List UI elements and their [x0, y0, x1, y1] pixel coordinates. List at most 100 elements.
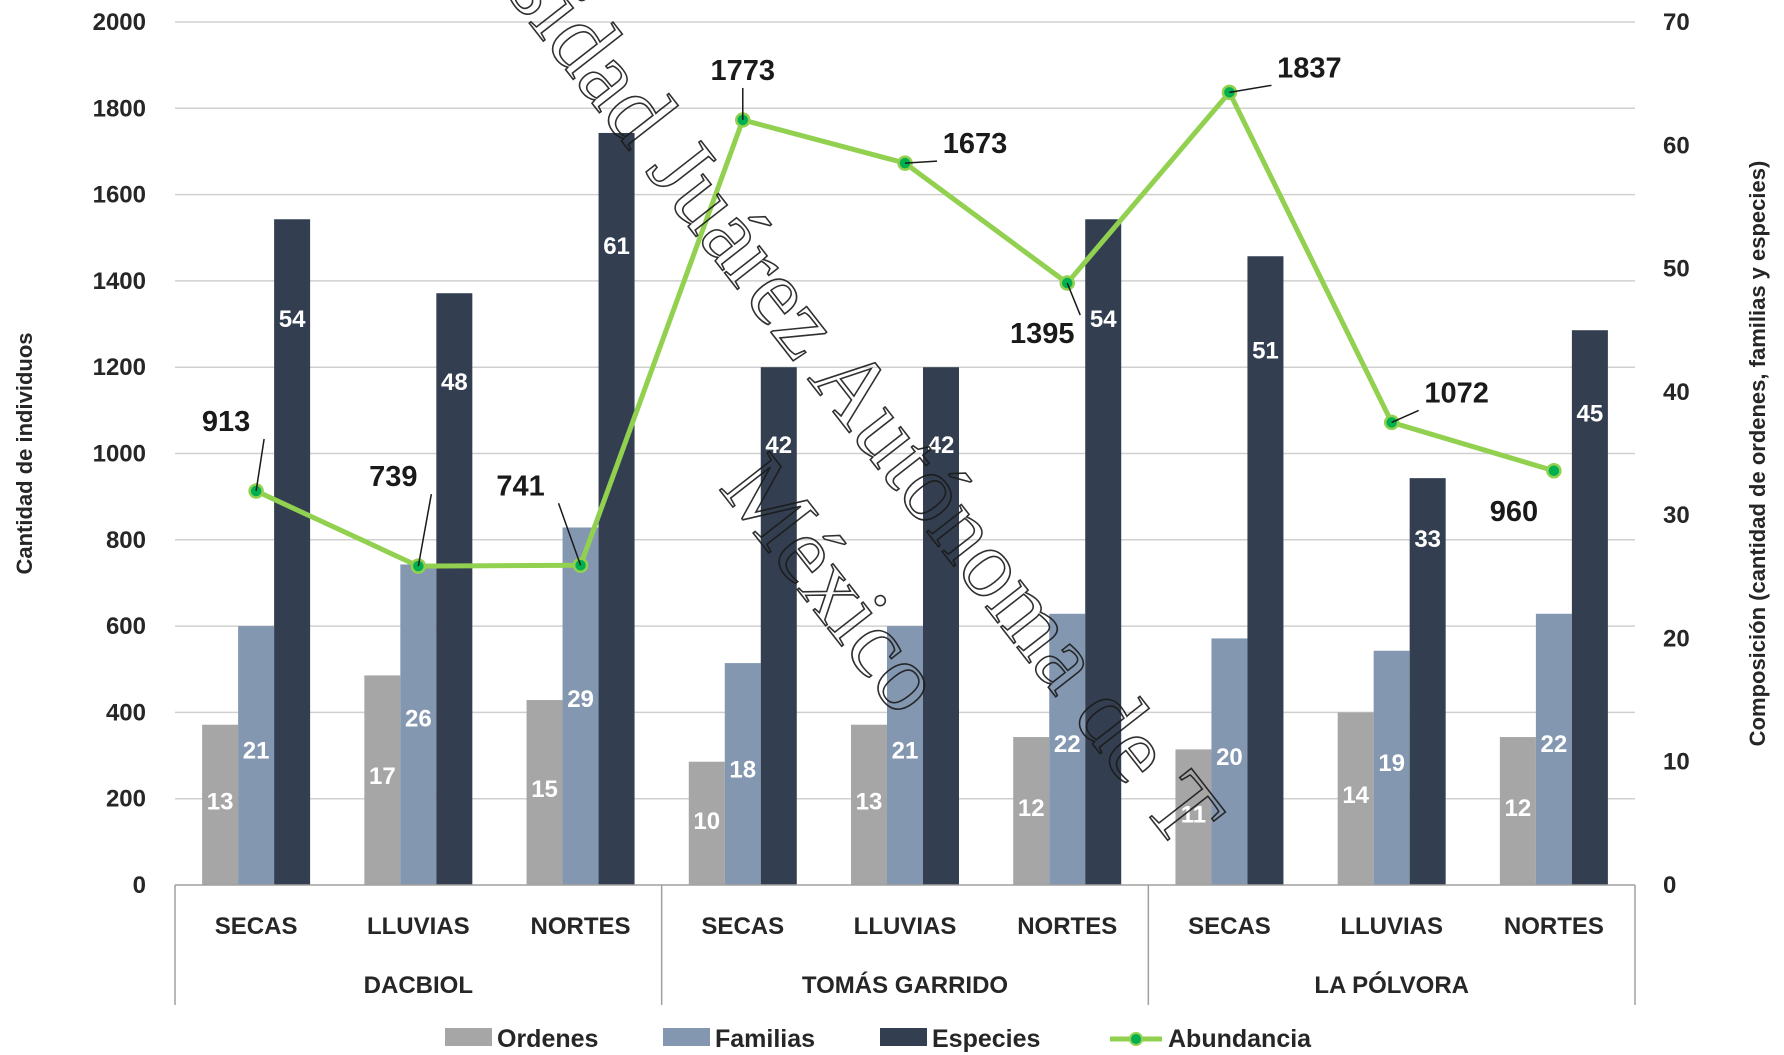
abundancia-leader — [1066, 282, 1081, 316]
y-axis-title: Cantidad de individuos — [12, 332, 37, 574]
bar-especies — [598, 132, 635, 885]
bar-label-ordenes: 15 — [531, 776, 558, 803]
bar-label-ordenes: 13 — [856, 789, 883, 816]
y-tick-label: 800 — [106, 527, 146, 554]
x-tick-label: NORTES — [531, 913, 631, 940]
legend-swatch-especies — [880, 1028, 927, 1046]
y2-tick-label: 40 — [1663, 379, 1690, 406]
bar-especies — [760, 367, 797, 885]
y2-axis-title: Composición (cantidad de ordenes, famili… — [1745, 161, 1770, 747]
y-tick-label: 0 — [133, 872, 146, 899]
bar-familias — [1049, 613, 1086, 885]
y-tick-label: 1800 — [93, 95, 146, 122]
y2-tick-label: 50 — [1663, 256, 1690, 283]
bar-label-familias: 22 — [1054, 731, 1081, 758]
bar-label-familias: 21 — [892, 737, 919, 764]
x-tick-label: LLUVIAS — [854, 913, 957, 940]
abundancia-label: 1673 — [943, 128, 1008, 160]
y2-tick-label: 70 — [1663, 9, 1690, 36]
abundancia-point — [1546, 463, 1562, 479]
bar-especies — [1571, 330, 1608, 885]
bar-familias — [887, 626, 923, 885]
x-tick-label: SECAS — [1188, 913, 1271, 940]
legend-marker-abundancia — [1129, 1032, 1143, 1046]
bar-label-especies: 61 — [603, 233, 630, 260]
bar-ordenes — [1175, 749, 1212, 885]
bar-label-ordenes: 12 — [1505, 795, 1532, 822]
bar-especies — [1085, 219, 1122, 885]
bars — [202, 132, 1608, 885]
y-tick-label: 1000 — [93, 441, 146, 468]
y-tick-label: 1200 — [93, 354, 146, 381]
bar-label-ordenes: 11 — [1181, 801, 1206, 828]
legend-label-familias: Familias — [715, 1025, 815, 1053]
y2-tick-label: 0 — [1663, 872, 1676, 899]
legend-label-ordenes: Ordenes — [497, 1025, 598, 1053]
bar-label-ordenes: 14 — [1342, 782, 1369, 809]
group-label: TOMÁS GARRIDO — [802, 971, 1008, 999]
bar-label-especies: 33 — [1414, 526, 1441, 553]
axes: 0 200 400 600 800 1000 1200 1400 1600 1800 2000 0 10… — [12, 9, 1770, 1005]
y2-tick-label: 20 — [1663, 625, 1690, 652]
bar-label-familias: 21 — [243, 737, 270, 764]
y2-tick-label: 30 — [1663, 502, 1690, 529]
bar-label-ordenes: 10 — [693, 808, 720, 835]
abundancia-leader — [557, 503, 582, 566]
y2-tick-label: 60 — [1663, 132, 1690, 159]
bar-label-familias: 19 — [1378, 750, 1405, 777]
bar-label-ordenes: 12 — [1018, 795, 1045, 822]
abundancia-label: 1072 — [1424, 377, 1489, 409]
abundancia-label: 1773 — [711, 55, 776, 87]
abundancia-leader — [255, 438, 265, 492]
bar-especies — [1409, 478, 1446, 885]
y-tick-label: 1400 — [93, 268, 146, 295]
y-tick-label: 400 — [106, 699, 146, 726]
legend-label-abundancia: Abundancia — [1168, 1025, 1312, 1053]
bar-ordenes — [851, 724, 887, 885]
bar-ordenes — [202, 724, 239, 885]
bar-familias — [1211, 638, 1248, 885]
bar-label-especies: 51 — [1252, 338, 1279, 365]
data-labels: 13 17 15 10 13 12 11 14 12 21 26 29 18 21 22 20 19 22 54 48… — [202, 52, 1603, 835]
y-tick-label: 1600 — [93, 182, 146, 209]
bar-label-especies: 54 — [279, 306, 306, 333]
bar-especies — [1247, 256, 1284, 885]
bar-familias — [562, 527, 599, 885]
legend-swatch-ordenes — [445, 1028, 492, 1046]
bar-label-ordenes: 17 — [369, 763, 396, 790]
y-tick-label: 600 — [106, 613, 146, 640]
bar-especies — [923, 367, 959, 885]
bar-label-especies: 45 — [1577, 400, 1604, 427]
bar-ordenes — [688, 761, 725, 885]
bar-familias — [1373, 650, 1410, 885]
abundancia-label: 913 — [202, 406, 250, 438]
bar-familias — [724, 663, 761, 885]
x-tick-label: LLUVIAS — [1340, 913, 1443, 940]
x-tick-label: NORTES — [1504, 913, 1604, 940]
legend: Ordenes Familias Especies Abundancia — [445, 1025, 1312, 1053]
x-tick-label: NORTES — [1017, 913, 1117, 940]
x-tick-label: SECAS — [215, 913, 298, 940]
bar-label-ordenes: 13 — [207, 789, 234, 816]
bar-especies — [274, 219, 311, 885]
bar-familias — [1535, 613, 1572, 885]
x-tick-label: SECAS — [701, 913, 784, 940]
bar-ordenes — [1337, 712, 1374, 885]
abundancia-leader — [417, 493, 433, 567]
abundancia-label: 739 — [369, 461, 417, 493]
y-tick-label: 200 — [106, 786, 146, 813]
bar-label-especies: 42 — [928, 432, 955, 459]
bar-label-familias: 18 — [729, 757, 756, 784]
bar-especies — [436, 293, 473, 885]
bar-label-familias: 26 — [405, 705, 432, 732]
abundancia-leader — [1229, 84, 1272, 94]
bar-ordenes — [364, 675, 401, 885]
bar-label-especies: 54 — [1090, 306, 1117, 333]
bar-label-especies: 48 — [441, 369, 468, 396]
bar-label-familias: 29 — [567, 686, 594, 713]
abundancia-leader — [1391, 409, 1419, 424]
bar-ordenes — [526, 700, 563, 885]
bar-familias — [238, 626, 275, 885]
abundancia-label: 1837 — [1277, 52, 1342, 84]
